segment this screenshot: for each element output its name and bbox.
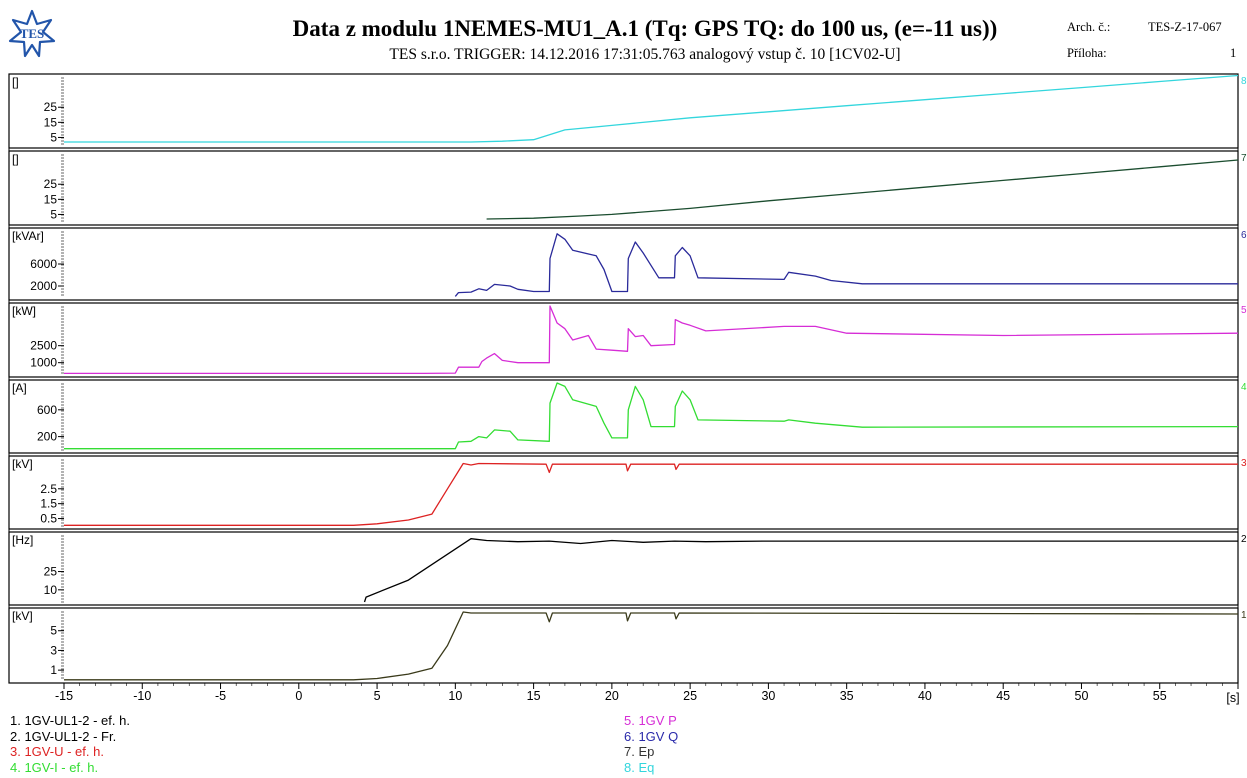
panel-5-tick-label: 600 xyxy=(37,403,57,417)
panel-1-tick-label: 25 xyxy=(44,100,58,114)
legend-left-item: 2. 1GV-UL1-2 - Fr. xyxy=(10,728,117,744)
x-tick-label: 5 xyxy=(374,689,381,703)
panel-4-tick-label: 2500 xyxy=(30,339,57,353)
panel-5-frame xyxy=(8,379,1239,454)
x-tick-label: 20 xyxy=(605,689,619,703)
x-tick-label: -15 xyxy=(55,689,73,703)
panel-1-tick-label: 5 xyxy=(50,130,57,144)
panel-6-frame xyxy=(8,455,1239,530)
panel-3-edge-label: 6 xyxy=(1241,230,1247,241)
legend-right-item: 8. Eq xyxy=(624,759,655,775)
legend-left-item: 1. 1GV-UL1-2 - ef. h. xyxy=(10,713,130,728)
panel-2-edge-label: 7 xyxy=(1241,153,1247,164)
x-tick-label: -5 xyxy=(215,689,226,703)
legend-right-item: 6. 1GV Q xyxy=(624,728,679,744)
panel-7-tick-label: 10 xyxy=(44,583,58,597)
panel-8-edge-label: 1 xyxy=(1241,610,1247,621)
x-tick-label: 45 xyxy=(996,689,1010,703)
panel-2-frame xyxy=(8,150,1239,226)
panel-3-unit: [kVAr] xyxy=(12,229,44,243)
report-header: TES Data z modulu 1NEMES-MU1_A.1 (Tq: GP… xyxy=(0,0,1247,72)
panel-6-series-line xyxy=(64,462,1238,526)
priloha-value: 1 xyxy=(1230,46,1237,60)
arch-label: Arch. č.: xyxy=(1067,20,1111,34)
panel-3-frame xyxy=(8,227,1239,301)
panel-5-series-line xyxy=(64,382,1239,450)
priloha-label: Příloha: xyxy=(1067,46,1107,60)
x-tick-label: 25 xyxy=(683,689,697,703)
panel-4-tick-label: 1000 xyxy=(30,356,57,370)
panel-4-unit: [kW] xyxy=(12,304,36,318)
panel-1-unit: [] xyxy=(12,75,19,89)
panel-3-tick-label: 2000 xyxy=(30,279,57,293)
x-tick-label: 40 xyxy=(918,689,932,703)
x-tick-label: 50 xyxy=(1075,689,1089,703)
x-tick-label: 30 xyxy=(761,689,775,703)
panel-3-series-line xyxy=(454,233,1238,297)
x-tick-label: 0 xyxy=(295,689,302,703)
logo-text: TES xyxy=(20,26,45,41)
panel-6-tick-label: 1.5 xyxy=(40,497,57,511)
panel-7-unit: [Hz] xyxy=(12,533,33,547)
arch-value: TES-Z-17-067 xyxy=(1148,20,1222,34)
panel-6-edge-label: 3 xyxy=(1241,458,1247,469)
x-tick-label: 15 xyxy=(527,689,541,703)
panel-4-frame xyxy=(8,302,1239,378)
panel-2-tick-label: 5 xyxy=(50,207,57,221)
panel-3-tick-label: 6000 xyxy=(30,257,57,271)
panel-8-tick-label: 5 xyxy=(50,624,57,638)
panel-5-edge-label: 4 xyxy=(1241,382,1247,393)
x-tick-label: 10 xyxy=(448,689,462,703)
panel-6-tick-label: 2.5 xyxy=(40,482,57,496)
x-tick-label: -10 xyxy=(133,689,151,703)
page-title: Data z modulu 1NEMES-MU1_A.1 (Tq: GPS TQ… xyxy=(292,16,998,41)
x-axis-unit: [s] xyxy=(1226,691,1239,705)
panel-2-tick-label: 25 xyxy=(44,177,58,191)
panel-1-frame xyxy=(8,73,1239,149)
panel-7-edge-label: 2 xyxy=(1241,534,1247,545)
panel-6-tick-label: 0.5 xyxy=(40,512,57,526)
panel-7-tick-label: 25 xyxy=(44,565,58,579)
panel-8-frame xyxy=(8,607,1239,684)
panel-5-tick-label: 200 xyxy=(37,430,57,444)
panel-2-series-line xyxy=(486,159,1239,220)
panel-4-series-line xyxy=(64,305,1239,375)
page-subtitle: TES s.r.o. TRIGGER: 14.12.2016 17:31:05.… xyxy=(389,46,901,63)
tes-logo: TES xyxy=(8,9,56,58)
legend-right: 5. 1GV P 6. 1GV Q 7. Ep 8. Eq xyxy=(624,713,678,775)
panel-8-tick-label: 3 xyxy=(50,643,57,657)
panel-8-series-line xyxy=(64,611,1239,681)
chart-frame xyxy=(8,73,1239,684)
panel-2-unit: [] xyxy=(12,152,19,166)
legend-left: 1. 1GV-UL1-2 - ef. h. 2. 1GV-UL1-2 - Fr. 3… xyxy=(10,713,130,775)
x-tick-label: 35 xyxy=(840,689,854,703)
panel-7-frame xyxy=(8,531,1239,606)
panel-8-unit: [kV] xyxy=(12,609,33,623)
panel-1-series-line xyxy=(64,74,1239,143)
panel-7-series-line xyxy=(363,538,1238,603)
legend-right-item: 5. 1GV P xyxy=(624,713,677,728)
panel-5-unit: [A] xyxy=(12,381,27,395)
panel-2-tick-label: 15 xyxy=(44,192,58,206)
legend-left-item: 4. 1GV-I - ef. h. xyxy=(10,759,99,775)
legend-right-item: 7. Ep xyxy=(624,744,655,760)
panel-6-unit: [kV] xyxy=(12,457,33,471)
x-tick-label: 55 xyxy=(1153,689,1167,703)
panel-8-tick-label: 1 xyxy=(50,663,57,677)
panel-1-edge-label: 8 xyxy=(1241,76,1247,87)
panel-1-tick-label: 15 xyxy=(44,115,58,129)
panel-4-edge-label: 5 xyxy=(1241,305,1247,316)
legend-left-item: 3. 1GV-U - ef. h. xyxy=(10,744,104,760)
